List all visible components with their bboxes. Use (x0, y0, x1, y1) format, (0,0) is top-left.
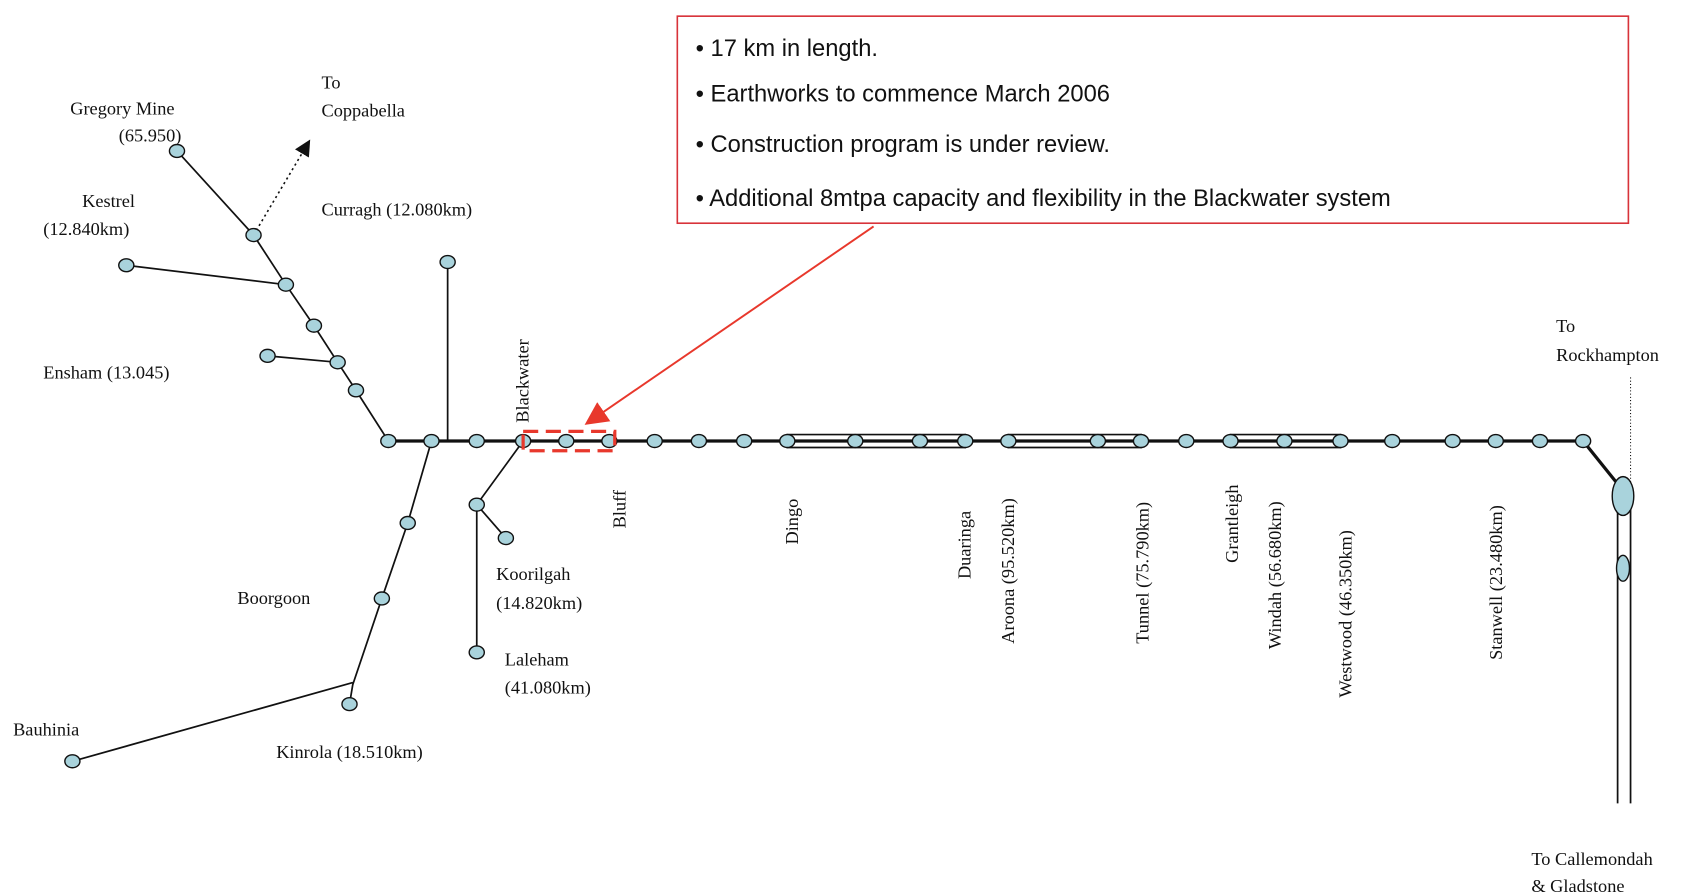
label: (41.080km) (505, 677, 591, 698)
label: Coppabella (321, 100, 404, 120)
station (956, 433, 974, 449)
label: Duaringa (955, 511, 975, 579)
station (846, 433, 864, 449)
label: To (1556, 316, 1575, 336)
label: Dingo (782, 499, 802, 545)
station (911, 433, 929, 449)
labels: To Coppabella Gregory Mine (65.950) Kest… (13, 72, 1659, 895)
upgrade-section (521, 429, 617, 453)
label: (12.840km) (43, 219, 129, 240)
station (1332, 433, 1349, 449)
label: & Gladstone (1531, 876, 1624, 895)
station (1089, 433, 1107, 449)
label: (14.820km) (496, 593, 582, 614)
station (277, 277, 295, 292)
station (1178, 433, 1195, 449)
station (497, 530, 515, 546)
station (347, 383, 365, 398)
bullet: • Construction program is under review. (696, 132, 1110, 158)
station (305, 318, 323, 333)
label: Curragh (12.080km) (321, 200, 472, 221)
station (439, 254, 456, 270)
label: Koorilgah (496, 564, 570, 584)
station (1611, 475, 1635, 517)
station (1222, 433, 1239, 449)
bullet: • Additional 8mtpa capacity and flexibil… (696, 186, 1391, 212)
station (329, 355, 346, 370)
station (558, 433, 575, 449)
station (1383, 433, 1401, 449)
station (168, 143, 186, 159)
callout-text: • 17 km in length. • Earthworks to comme… (696, 36, 1391, 212)
label: Kinrola (18.510km) (276, 742, 423, 763)
station (1487, 433, 1505, 449)
station (64, 754, 81, 769)
station (259, 348, 276, 364)
label: To Callemondah (1531, 849, 1652, 869)
station (468, 433, 486, 449)
label: Kestrel (82, 191, 135, 211)
station (779, 433, 796, 449)
station (1444, 433, 1461, 449)
bullet: • Earthworks to commence March 2006 (696, 81, 1110, 107)
station (341, 696, 358, 712)
station (1531, 433, 1549, 449)
stations (64, 143, 1635, 769)
label: Bluff (610, 489, 630, 528)
station (468, 497, 486, 512)
station (468, 645, 486, 660)
label: (65.950) (119, 125, 182, 146)
station (423, 433, 440, 449)
label: Westwood (46.350km) (1335, 530, 1356, 698)
station (735, 433, 753, 449)
station (1132, 433, 1150, 449)
station (1276, 433, 1293, 449)
station (118, 258, 135, 273)
station (1574, 433, 1592, 449)
station (380, 433, 397, 449)
station (373, 591, 391, 606)
label: Blackwater (513, 339, 533, 422)
station (1000, 433, 1017, 449)
label: Bauhinia (13, 719, 79, 739)
label: Laleham (505, 649, 569, 669)
label: Gregory Mine (70, 98, 174, 118)
label: Stanwell (23.480km) (1486, 505, 1507, 660)
label: Tunnel (75.790km) (1133, 502, 1154, 644)
station (1615, 554, 1631, 582)
station (646, 433, 663, 449)
callout-box (676, 15, 1630, 225)
label: Grantleigh (1222, 484, 1242, 562)
label: Windah (56.680km) (1265, 501, 1286, 649)
label: To (321, 72, 340, 92)
callout-arrow (584, 225, 875, 425)
station (245, 227, 262, 243)
label: Ensham (13.045) (43, 362, 169, 383)
bullet: • 17 km in length. (696, 36, 878, 62)
label: Aroona (95.520km) (998, 498, 1019, 644)
station (399, 515, 416, 531)
station (690, 433, 708, 449)
label: Boorgoon (237, 588, 310, 608)
label: Rockhampton (1556, 345, 1659, 365)
